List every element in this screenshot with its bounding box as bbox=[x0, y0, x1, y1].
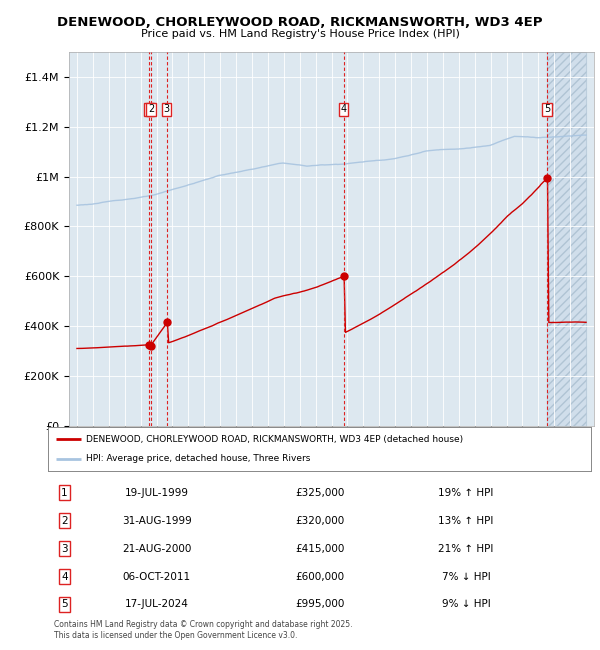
Text: 13% ↑ HPI: 13% ↑ HPI bbox=[439, 515, 494, 526]
Text: 3: 3 bbox=[61, 543, 68, 554]
Text: 3: 3 bbox=[164, 104, 170, 114]
Text: Price paid vs. HM Land Registry's House Price Index (HPI): Price paid vs. HM Land Registry's House … bbox=[140, 29, 460, 38]
Text: 31-AUG-1999: 31-AUG-1999 bbox=[122, 515, 191, 526]
Text: 2: 2 bbox=[148, 104, 154, 114]
Text: 1: 1 bbox=[61, 488, 68, 498]
Text: 1: 1 bbox=[146, 104, 152, 114]
Text: £415,000: £415,000 bbox=[295, 543, 344, 554]
Text: 19% ↑ HPI: 19% ↑ HPI bbox=[439, 488, 494, 498]
Text: 19-JUL-1999: 19-JUL-1999 bbox=[125, 488, 188, 498]
Text: 5: 5 bbox=[61, 599, 68, 610]
Text: HPI: Average price, detached house, Three Rivers: HPI: Average price, detached house, Thre… bbox=[86, 454, 310, 463]
Text: 5: 5 bbox=[544, 104, 550, 114]
Text: 9% ↓ HPI: 9% ↓ HPI bbox=[442, 599, 490, 610]
Text: £600,000: £600,000 bbox=[295, 571, 344, 582]
Text: 7% ↓ HPI: 7% ↓ HPI bbox=[442, 571, 490, 582]
Text: 21% ↑ HPI: 21% ↑ HPI bbox=[439, 543, 494, 554]
Text: This data is licensed under the Open Government Licence v3.0.: This data is licensed under the Open Gov… bbox=[54, 630, 298, 640]
Text: £320,000: £320,000 bbox=[295, 515, 344, 526]
Text: £995,000: £995,000 bbox=[295, 599, 344, 610]
Text: 06-OCT-2011: 06-OCT-2011 bbox=[122, 571, 191, 582]
Text: 17-JUL-2024: 17-JUL-2024 bbox=[125, 599, 188, 610]
Text: DENEWOOD, CHORLEYWOOD ROAD, RICKMANSWORTH, WD3 4EP (detached house): DENEWOOD, CHORLEYWOOD ROAD, RICKMANSWORT… bbox=[86, 435, 463, 444]
Text: Contains HM Land Registry data © Crown copyright and database right 2025.: Contains HM Land Registry data © Crown c… bbox=[54, 620, 353, 629]
Text: £325,000: £325,000 bbox=[295, 488, 344, 498]
Text: 4: 4 bbox=[61, 571, 68, 582]
Text: 2: 2 bbox=[61, 515, 68, 526]
Text: DENEWOOD, CHORLEYWOOD ROAD, RICKMANSWORTH, WD3 4EP: DENEWOOD, CHORLEYWOOD ROAD, RICKMANSWORT… bbox=[57, 16, 543, 29]
Text: 4: 4 bbox=[341, 104, 347, 114]
Text: 21-AUG-2000: 21-AUG-2000 bbox=[122, 543, 191, 554]
